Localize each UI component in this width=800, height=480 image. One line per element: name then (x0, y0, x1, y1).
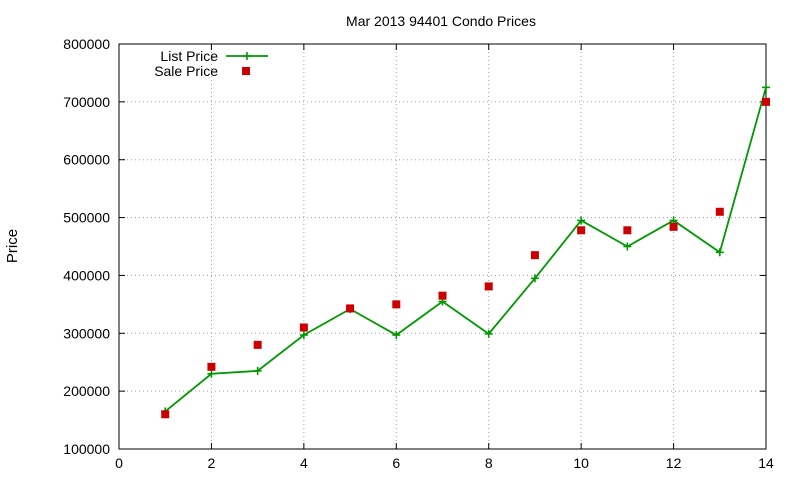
data-point (762, 83, 770, 92)
data-point (299, 323, 308, 332)
data-point (392, 300, 401, 309)
y-tick-label: 300000 (63, 325, 110, 341)
y-tick-label: 200000 (63, 383, 110, 399)
x-tick-label: 4 (300, 455, 308, 471)
data-point (715, 207, 724, 216)
legend-label: Sale Price (154, 63, 218, 79)
data-point (577, 216, 586, 225)
series (161, 83, 770, 419)
y-tick-label: 100000 (63, 441, 110, 457)
plot-frame (118, 43, 767, 450)
data-point (669, 222, 678, 231)
y-tick-label: 400000 (63, 267, 110, 283)
legend-label: List Price (160, 48, 218, 64)
y-tick-label: 800000 (63, 36, 110, 52)
series-line (164, 87, 767, 413)
data-point (253, 340, 262, 349)
data-point (346, 304, 355, 313)
data-point (715, 248, 724, 257)
series-2 (161, 97, 770, 419)
data-point (762, 97, 770, 106)
x-tick-label: 12 (666, 455, 682, 471)
x-tick-label: 8 (485, 455, 493, 471)
y-tick-label: 600000 (63, 152, 110, 168)
data-point (530, 274, 539, 283)
axes (118, 43, 767, 450)
grid (119, 44, 766, 449)
legend-marker (243, 52, 251, 60)
chart-title: Mar 2013 94401 Condo Prices (346, 13, 536, 29)
x-tick-label: 0 (115, 455, 123, 471)
x-tick-label: 10 (573, 455, 589, 471)
data-point (484, 282, 493, 291)
x-tick-label: 2 (208, 455, 216, 471)
data-point (530, 251, 539, 260)
data-point (392, 331, 401, 340)
data-point (207, 362, 216, 371)
data-point (623, 226, 632, 235)
y-tick-label: 500000 (63, 210, 110, 226)
data-point (253, 366, 262, 375)
x-tick-label: 14 (758, 455, 774, 471)
data-point (438, 291, 447, 300)
data-point (207, 369, 216, 378)
y-tick-label: 700000 (63, 94, 110, 110)
data-point (623, 242, 632, 251)
data-point (161, 410, 170, 419)
x-tick-label: 6 (392, 455, 400, 471)
data-point (484, 329, 493, 338)
tick-labels: 0 2 4 6 8 10 12 14 100000 200000 300000 400000 50000… (63, 36, 774, 471)
data-point (299, 331, 308, 340)
data-point (577, 226, 586, 235)
y-axis-label: Price (4, 229, 21, 263)
series-1 (161, 83, 770, 416)
legend-marker (242, 67, 250, 75)
